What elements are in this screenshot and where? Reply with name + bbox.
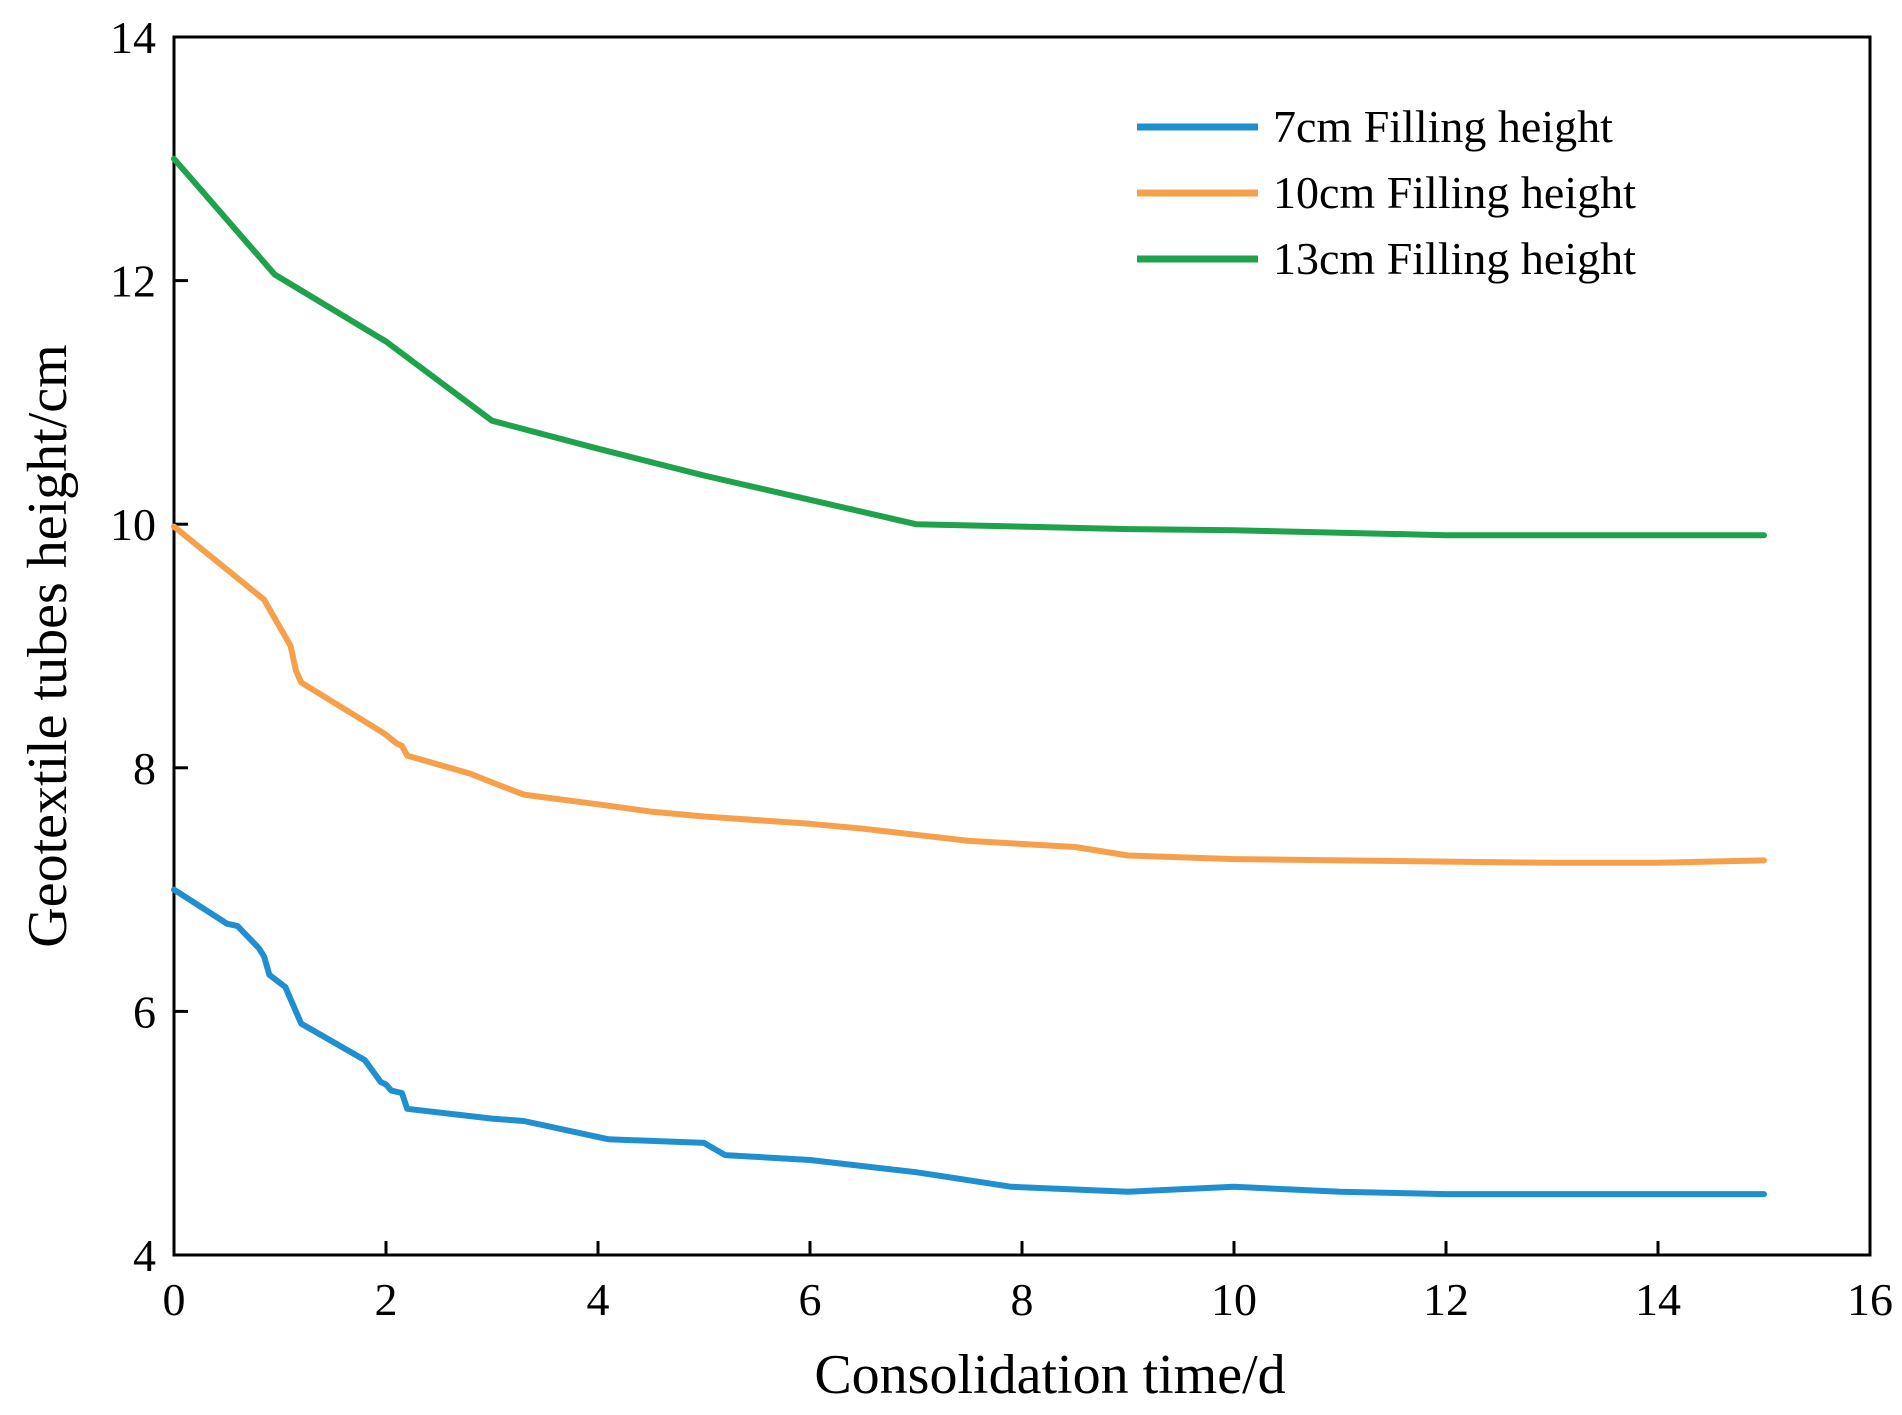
- x-axis-title: Consolidation time/d: [814, 1344, 1285, 1406]
- x-tick-label: 8: [1011, 1274, 1034, 1325]
- legend-label: 13cm Filling height: [1273, 233, 1636, 284]
- x-tick-label: 6: [799, 1274, 822, 1325]
- x-tick-label: 0: [163, 1274, 186, 1325]
- x-tick-label: 4: [587, 1274, 610, 1325]
- series-lines: [171, 155, 1767, 1198]
- y-tick-label: 12: [110, 256, 156, 307]
- x-axis: 0 2 4 6 8 10 12 14 16: [163, 1241, 1893, 1325]
- y-tick-label: 6: [133, 986, 156, 1037]
- x-tick-label: 16: [1847, 1274, 1893, 1325]
- x-tick-label: 2: [375, 1274, 398, 1325]
- x-tick-label: 14: [1635, 1274, 1681, 1325]
- plot-frame: [172, 35, 1872, 1257]
- x-tick-label: 12: [1423, 1274, 1469, 1325]
- series-line-10cm: [171, 523, 1767, 866]
- x-tick-label: 10: [1211, 1274, 1257, 1325]
- legend-label: 10cm Filling height: [1273, 167, 1636, 218]
- series-line-7cm: [171, 886, 1767, 1198]
- series-line-13cm: [171, 155, 1767, 539]
- y-tick-label: 8: [133, 743, 156, 794]
- legend: 7cm Filling height 10cm Filling height 13c…: [1137, 101, 1636, 284]
- legend-label: 7cm Filling height: [1273, 101, 1613, 152]
- y-tick-label: 10: [110, 499, 156, 550]
- y-axis-title: Geotextile tubes height/cm: [17, 344, 79, 947]
- y-axis: 4 6 8 10 12 14: [110, 12, 188, 1281]
- y-tick-label: 14: [110, 12, 156, 63]
- y-tick-label: 4: [133, 1230, 156, 1281]
